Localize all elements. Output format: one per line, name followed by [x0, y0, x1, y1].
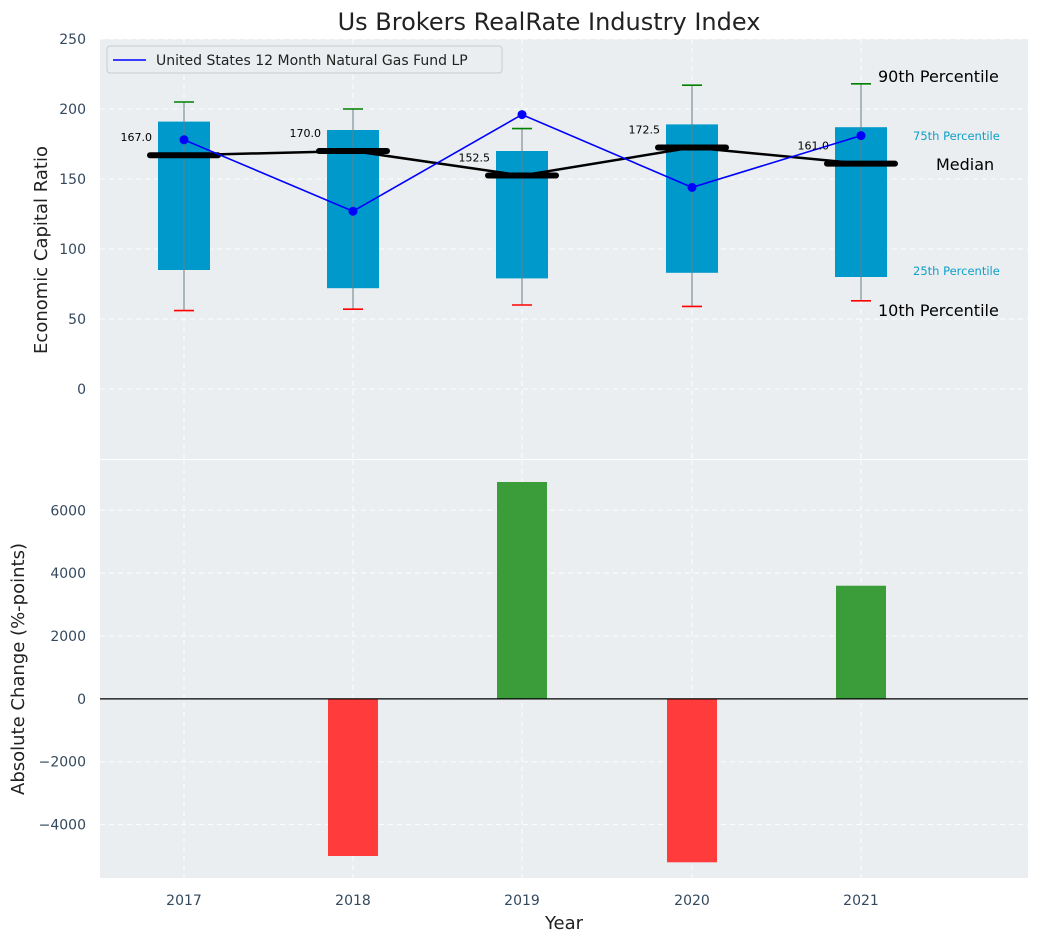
- top-y-tick-label: 200: [59, 102, 86, 118]
- x-axis-label: Year: [544, 913, 584, 934]
- annotation-75th-percentile: 75th Percentile: [913, 129, 1000, 143]
- top-y-tick-label: 0: [77, 382, 86, 398]
- x-tick-label: 2018: [335, 893, 371, 909]
- bottom-plot-area: [100, 460, 1028, 878]
- chart-title: Us Brokers RealRate Industry Index: [338, 8, 761, 36]
- top-y-tick-label: 250: [59, 32, 86, 48]
- fund-series-point: [687, 182, 697, 192]
- change-bar: [836, 585, 886, 699]
- median-value-label: 170.0: [290, 127, 322, 140]
- chart-texts: 0 50 100 150 200 250 −4000 −2000 0 2000 4000 6000 20…: [39, 32, 879, 909]
- median-value-label: 152.5: [459, 152, 491, 165]
- fund-series-point: [517, 110, 527, 120]
- annotation-median: Median: [936, 155, 994, 174]
- change-bar: [497, 482, 547, 699]
- bottom-y-tick-label: 2000: [50, 629, 86, 645]
- annotation-90th-percentile: 90th Percentile: [878, 67, 999, 86]
- legend-entry-fund: United States 12 Month Natural Gas Fund …: [156, 53, 468, 69]
- bottom-y-tick-label: 0: [77, 692, 86, 708]
- x-tick-label: 2019: [504, 893, 540, 909]
- annotation-10th-percentile: 10th Percentile: [878, 301, 999, 320]
- x-tick-label: 2021: [843, 893, 879, 909]
- top-y-tick-label: 150: [59, 172, 86, 188]
- median-value-label: 161.0: [798, 140, 830, 153]
- bottom-y-axis-label: Absolute Change (%-points): [8, 543, 29, 795]
- x-tick-label: 2017: [166, 893, 202, 909]
- median-value-label: 172.5: [629, 124, 661, 137]
- top-y-axis-label: Economic Capital Ratio: [31, 146, 52, 354]
- change-bar: [328, 698, 378, 856]
- fund-series-point: [856, 131, 866, 141]
- fund-series-point: [179, 135, 189, 145]
- top-chart-marks: [147, 83, 898, 312]
- bottom-y-tick-label: −2000: [39, 755, 86, 771]
- x-tick-label: 2020: [674, 893, 710, 909]
- fund-series-point: [348, 206, 358, 216]
- bottom-y-tick-label: −4000: [39, 818, 86, 834]
- median-value-label: 167.0: [121, 131, 153, 144]
- top-y-tick-label: 50: [68, 312, 86, 328]
- legend-box: [106, 45, 503, 74]
- top-y-tick-label: 100: [59, 242, 86, 258]
- legend: United States 12 Month Natural Gas Fund …: [106, 45, 503, 74]
- annotation-25th-percentile: 25th Percentile: [913, 264, 1000, 278]
- bottom-y-tick-label: 6000: [50, 503, 86, 519]
- change-bar: [667, 698, 717, 863]
- bottom-y-tick-label: 4000: [50, 566, 86, 582]
- bottom-chart-marks: [100, 482, 1028, 863]
